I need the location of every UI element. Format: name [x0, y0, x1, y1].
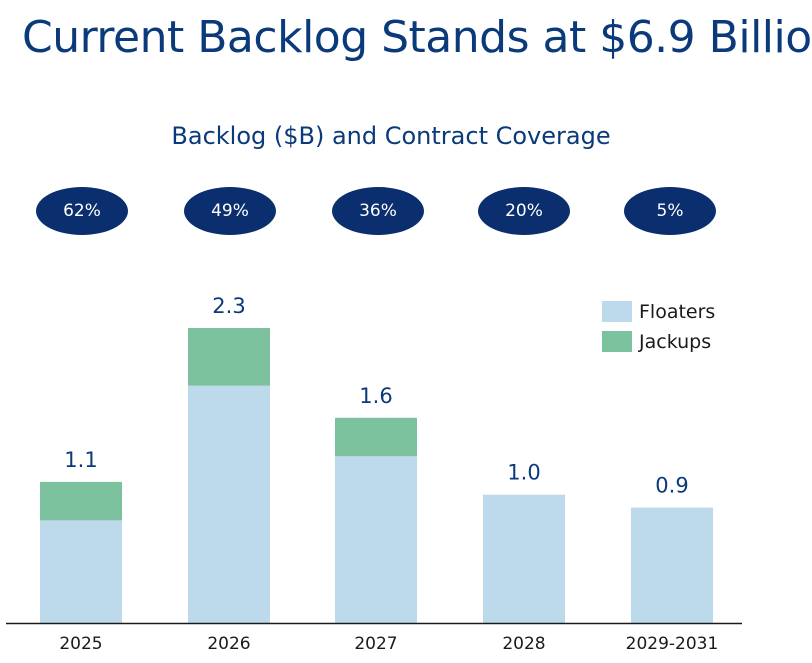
- coverage-badge-2028: 20%: [478, 187, 570, 235]
- coverage-badge-2029-2031: 5%: [624, 187, 716, 235]
- total-label-2027: 1.6: [359, 384, 392, 408]
- total-label-2028: 1.0: [507, 461, 540, 485]
- legend-swatch-floaters: [602, 301, 632, 322]
- coverage-badge-2026: 49%: [184, 187, 276, 235]
- x-tick-label-2029-2031: 2029-2031: [626, 634, 719, 654]
- bar-jackups-2026: [188, 328, 270, 386]
- bar-floaters-2028: [483, 494, 565, 623]
- coverage-badge-2027: 36%: [332, 187, 424, 235]
- x-tick-label-2028: 2028: [502, 634, 545, 654]
- total-label-2029-2031: 0.9: [655, 474, 688, 498]
- total-label-2026: 2.3: [212, 294, 245, 318]
- chart-title: Backlog ($B) and Contract Coverage: [171, 122, 611, 150]
- bar-floaters-2026: [188, 385, 270, 623]
- bar-floaters-2029-2031: [631, 507, 713, 623]
- bar-jackups-2025: [40, 481, 122, 521]
- page-title: Current Backlog Stands at $6.9 Billion: [22, 12, 812, 63]
- legend-label-jackups: Jackups: [638, 331, 711, 353]
- coverage-badge-2025: 62%: [36, 187, 128, 235]
- x-tick-label-2027: 2027: [354, 634, 397, 654]
- total-label-2025: 1.1: [64, 448, 97, 472]
- x-tick-label-2025: 2025: [59, 634, 102, 654]
- legend-swatch-jackups: [602, 331, 632, 352]
- bar-floaters-2025: [40, 520, 122, 623]
- x-tick-label-2026: 2026: [207, 634, 250, 654]
- legend-label-floaters: Floaters: [639, 301, 715, 323]
- bar-jackups-2027: [335, 417, 417, 457]
- bar-floaters-2027: [335, 456, 417, 623]
